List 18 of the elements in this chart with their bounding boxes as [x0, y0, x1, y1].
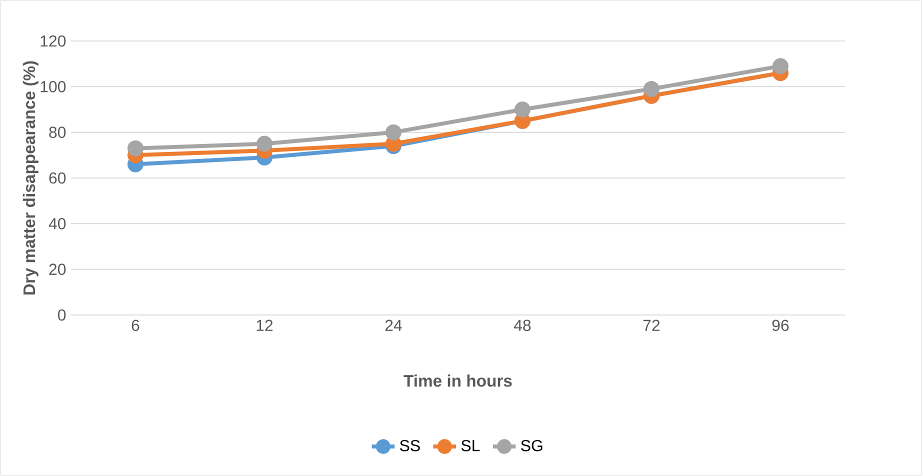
- x-tick-label: 48: [514, 320, 531, 332]
- x-tick-label: 72: [643, 320, 660, 331]
- y-tick-label: 80: [49, 126, 66, 138]
- y-tick-label: 40: [48, 218, 66, 230]
- y-tick-label: 120: [40, 35, 66, 47]
- y-tick-label: 60: [49, 172, 66, 184]
- legend-label: SL: [461, 440, 480, 452]
- x-axis-title: Time in hours: [404, 374, 512, 387]
- x-tick-label: 96: [772, 320, 789, 332]
- legend-label: SS: [400, 440, 420, 452]
- y-tick-label: 0: [58, 309, 66, 321]
- y-axis-title: Dry matter disappearance (%): [22, 61, 38, 295]
- x-tick-label: 6: [132, 320, 140, 332]
- y-tick-label: 20: [49, 264, 66, 275]
- y-tick-label: 100: [40, 81, 66, 92]
- legend-label: SG: [521, 440, 542, 452]
- x-tick-label: 12: [256, 320, 273, 331]
- x-tick-label: 24: [385, 320, 402, 331]
